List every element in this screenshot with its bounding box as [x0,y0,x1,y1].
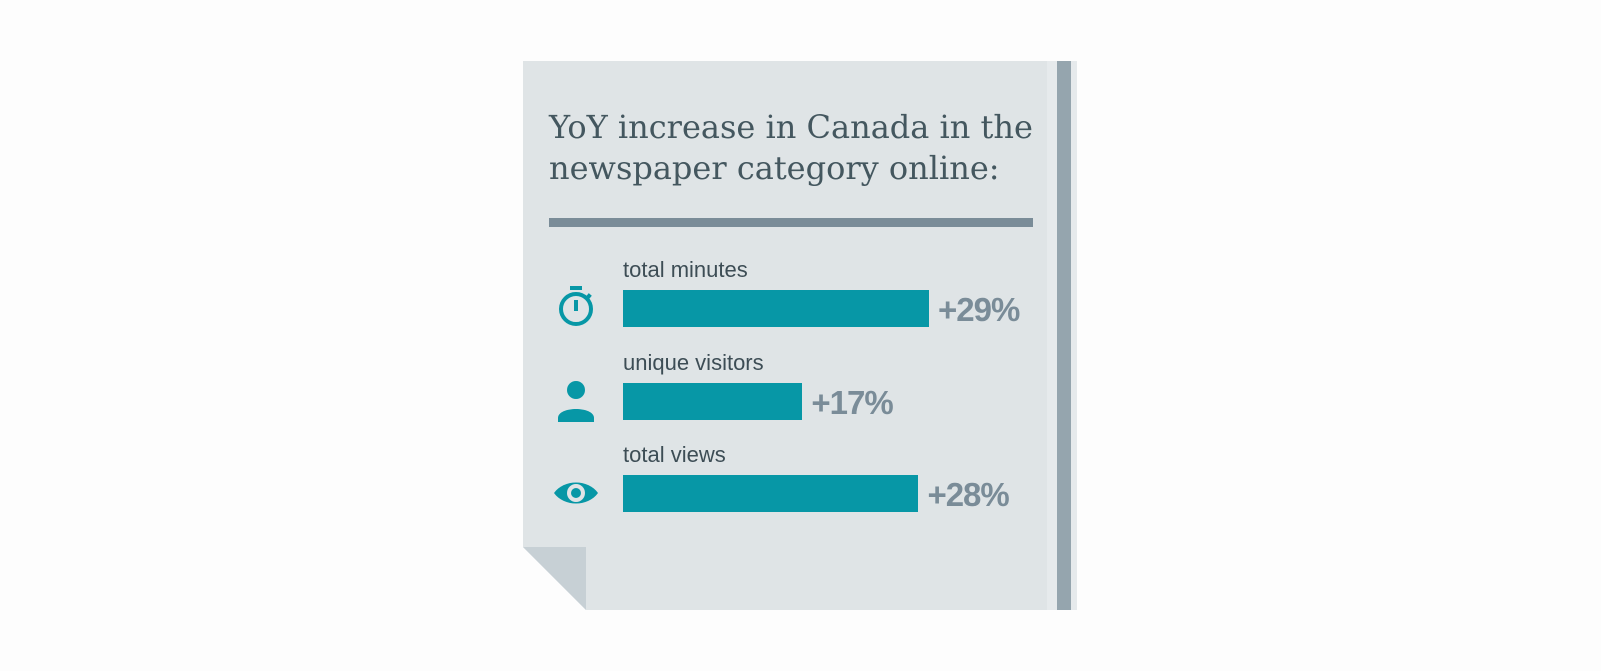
bar [623,383,803,420]
bar-row: total views +28% [523,442,1077,513]
folded-corner [523,547,586,610]
title-divider [549,218,1033,227]
stopwatch-icon [553,285,599,331]
bar [623,290,929,327]
bar-label: total views [623,442,726,467]
bar-label: unique visitors [623,350,764,375]
person-icon [553,378,599,424]
paper-sheet [523,61,1077,610]
bar-value-label: +28% [927,476,1009,513]
bar-label: total minutes [623,257,748,282]
bar-row: unique visitors +17% [523,350,1077,422]
bar-row: total minutes +29% [523,257,1077,328]
bar [623,475,919,512]
bar-value-label: +29% [938,291,1020,328]
bar-value-label: +17% [811,384,893,421]
infographic-card: YoY increase in Canada in the newspaper … [523,61,1077,611]
eye-icon [553,470,599,516]
chart-title: YoY increase in Canada in the newspaper … [549,108,1033,187]
